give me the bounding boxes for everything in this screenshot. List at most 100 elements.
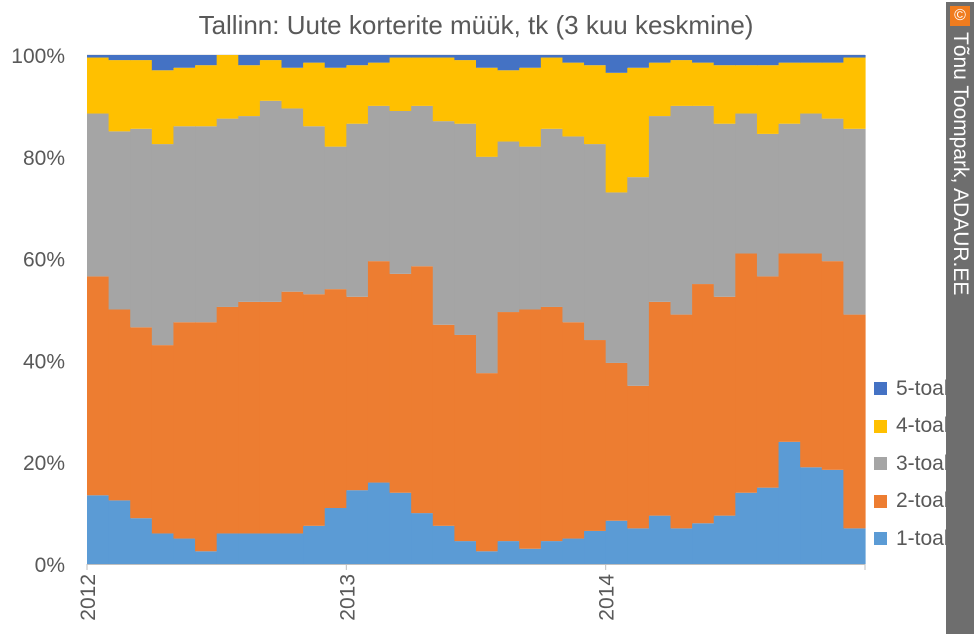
bar-segment-5-toal [87, 55, 110, 58]
bar-segment-2-toal [756, 276, 780, 488]
bar-segment-1-toal [281, 533, 304, 564]
bar-segment-1-toal [476, 551, 499, 564]
bar-segment-4-toal [130, 60, 153, 129]
bar-segment-5-toal [281, 55, 304, 68]
bar-segment-5-toal [259, 55, 283, 61]
bar-segment-4-toal [778, 62, 801, 124]
bar-segment-1-toal [562, 538, 585, 564]
bar-segment-1-toal [367, 482, 391, 564]
bar-segment-4-toal [303, 62, 326, 127]
credit: © Tõnu Toompark, ADAUR.EE [948, 6, 972, 295]
bar-segment-1-toal [303, 525, 326, 564]
bar-segment-3-toal [519, 146, 542, 310]
bar-segment-3-toal [195, 126, 218, 323]
bar-segment-3-toal [432, 121, 455, 325]
bar-segment-1-toal [540, 541, 564, 564]
bar-segment-3-toal [540, 128, 564, 307]
bar-segment-4-toal [476, 67, 499, 157]
legend-label: 3-toal [896, 451, 949, 475]
bar-segment-4-toal [454, 60, 477, 124]
bar-segment-2-toal [713, 296, 736, 516]
legend-item: 4-toal [874, 408, 949, 446]
bar-segment-4-toal [151, 70, 175, 145]
bar-segment-3-toal [476, 156, 499, 374]
bar-segment-5-toal [303, 55, 326, 63]
bar-segment-4-toal [843, 57, 866, 129]
x-tick-label: 2013 [336, 574, 359, 621]
bar-segment-2-toal [605, 362, 628, 521]
bar-segment-3-toal [648, 116, 672, 302]
bar-segment-1-toal [670, 528, 693, 564]
bar-segment-3-toal [108, 131, 131, 310]
bar-segment-5-toal [735, 55, 758, 66]
legend-swatch [874, 419, 887, 433]
bar-segment-4-toal [670, 60, 693, 106]
bar-segment-4-toal [367, 62, 391, 106]
bar-segment-5-toal [800, 55, 823, 63]
bar-segment-5-toal [454, 55, 477, 61]
bar-segment-3-toal [324, 146, 347, 290]
bar-segment-1-toal [130, 518, 153, 564]
bar-segment-1-toal [108, 500, 131, 565]
bar-segment-3-toal [562, 136, 585, 323]
bar-segment-1-toal [584, 530, 607, 564]
y-tick-label: 100% [11, 45, 65, 68]
bar-segment-2-toal [432, 324, 455, 526]
bar-segment-5-toal [627, 55, 650, 68]
bar-segment-2-toal [238, 301, 261, 534]
bar-segment-5-toal [238, 55, 261, 66]
bar-segment-3-toal [843, 128, 866, 315]
bar-segment-2-toal [627, 385, 650, 529]
bar-segment-4-toal [238, 65, 261, 117]
bar-segment-4-toal [519, 67, 542, 147]
credit-box [946, 2, 974, 634]
bar-segment-5-toal [367, 55, 391, 63]
bar-segment-1-toal [843, 528, 866, 564]
bar-segment-1-toal [454, 541, 477, 564]
bar-segment-5-toal [151, 55, 175, 71]
legend-label: 5-toal [896, 376, 949, 400]
bar-segment-4-toal [584, 65, 607, 145]
bar-segment-5-toal [584, 55, 607, 66]
bar-segment-3-toal [454, 123, 477, 335]
bar-segment-4-toal [389, 57, 412, 111]
legend-swatch [874, 494, 887, 508]
bar-segment-5-toal [670, 55, 693, 61]
bar-segment-5-toal [843, 55, 866, 58]
bar-segment-3-toal [259, 100, 283, 302]
bar-segment-2-toal [562, 322, 585, 539]
legend-swatch [874, 457, 887, 471]
bar-segment-2-toal [519, 309, 542, 549]
bar-segment-3-toal [584, 144, 607, 341]
bar-segment-4-toal [627, 67, 650, 178]
bar-segment-1-toal [756, 487, 780, 564]
bar-segment-4-toal [411, 57, 434, 106]
bar-segment-4-toal [87, 57, 110, 114]
y-tick-label: 20% [23, 452, 65, 475]
bar-segment-3-toal [627, 177, 650, 386]
bar-segment-3-toal [216, 118, 239, 307]
bar-segment-2-toal [173, 322, 196, 539]
bar-segment-2-toal [778, 253, 801, 442]
bar-segment-1-toal [800, 467, 823, 564]
bar-segment-4-toal [324, 67, 347, 147]
legend: 5-toal 4-toal 3-toal 2-toal 1-toal [874, 370, 949, 558]
chart-title: Tallinn: Uute korterite müük, tk (3 kuu … [198, 10, 754, 40]
bar-segment-5-toal [130, 55, 153, 61]
bar-segment-4-toal [692, 62, 715, 106]
bar-segment-1-toal [778, 441, 801, 564]
bar-segment-2-toal [411, 266, 434, 514]
legend-swatch [874, 532, 887, 546]
bar-segment-1-toal [713, 515, 736, 564]
bar-segment-4-toal [648, 62, 672, 117]
bar-segment-3-toal [238, 116, 261, 302]
y-tick-label: 0% [35, 554, 65, 577]
bar-segment-3-toal [367, 105, 391, 262]
bar-segment-3-toal [173, 126, 196, 323]
bar-segment-1-toal [648, 515, 672, 564]
bar-segment-3-toal [778, 123, 801, 254]
bar-segment-2-toal [281, 291, 304, 534]
bar-segment-1-toal [411, 513, 434, 564]
bar-segment-1-toal [151, 533, 175, 564]
